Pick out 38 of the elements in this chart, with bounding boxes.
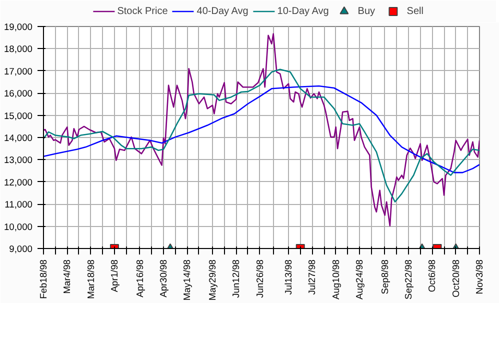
x-tick-label: Mar4/98 [62, 259, 72, 294]
line-series [44, 33, 480, 227]
line-series [44, 68, 480, 203]
y-tick-label: 17,000 [4, 66, 32, 76]
legend-label: Stock Price [117, 6, 168, 16]
y-tick-label: 9,000 [9, 244, 32, 254]
x-tick-label: Feb18/98 [38, 259, 48, 299]
legend-label: 10-Day Avg [277, 6, 329, 16]
line-series [44, 85, 480, 174]
x-tick-label: Jun12/98 [231, 259, 242, 298]
legend-label: 40-Day Avg [196, 6, 248, 16]
x-tick-label: Apr30/98 [158, 260, 168, 298]
x-tick-label: Oct6/98 [427, 259, 438, 292]
y-tick-label: 18,000 [4, 44, 32, 54]
y-tick-label: 13,000 [4, 155, 32, 166]
x-tick-label: Oct20/98 [450, 259, 461, 298]
x-tick-label: Sep8/98 [380, 259, 390, 294]
x-tick-label: Sep22/98 [404, 259, 414, 300]
x-tick-label: May29/98 [207, 259, 218, 300]
x-tick-label: Jun26/98 [254, 259, 265, 298]
x-tick-label: Aug24/98 [354, 259, 365, 300]
y-tick-label: 11,000 [4, 200, 33, 210]
y-tick-label: 12,000 [4, 177, 32, 188]
legend-label: Buy [358, 6, 376, 16]
x-tick-label: Aug10/98 [330, 259, 341, 300]
legend-label: Sell [406, 6, 424, 16]
y-tick-label: 14,000 [4, 133, 32, 143]
x-tick-label: Nov3/98 [474, 259, 484, 294]
x-tick-label: May14/98 [182, 259, 192, 300]
x-tick-label: Mar18/98 [86, 259, 96, 299]
x-tick-label: Jul13/98 [284, 259, 294, 295]
y-tick-label: 16,000 [4, 88, 32, 99]
y-tick-label: 15,000 [4, 110, 32, 121]
y-tick-label: 10,000 [4, 222, 32, 232]
x-tick-label: Apr16/98 [134, 260, 145, 298]
y-tick-label: 19,000 [4, 22, 32, 32]
x-tick-label: Apr1/98 [109, 260, 120, 292]
x-tick-label: Jul27/98 [307, 259, 318, 295]
